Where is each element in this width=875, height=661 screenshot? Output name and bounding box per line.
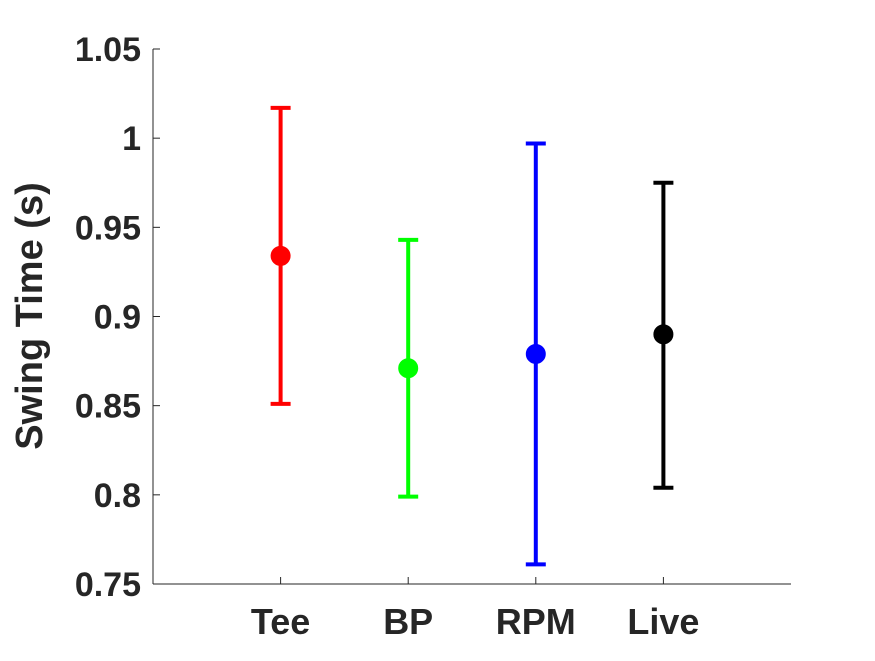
- x-tick-label: RPM: [496, 601, 576, 642]
- y-tick-label: 0.8: [94, 477, 141, 515]
- axes: 0.75 0.8 0.85 0.9 0.95 1 1.05 Tee BP RPM Live: [75, 31, 791, 642]
- x-tick-label: BP: [383, 601, 433, 642]
- x-tick-label: Tee: [251, 601, 310, 642]
- y-tick-label: 0.85: [75, 388, 141, 426]
- mean-point: [398, 358, 419, 379]
- data-marks: [270, 105, 674, 567]
- axis-labels: Swing Time (s): [9, 182, 51, 449]
- y-axis-label: Swing Time (s): [9, 182, 51, 449]
- error-bar-rpm: [525, 141, 546, 567]
- y-tick-label: 0.75: [75, 566, 141, 604]
- mean-point: [270, 245, 291, 266]
- y-tick-label: 1: [122, 120, 141, 158]
- y-tick-label: 1.05: [75, 31, 141, 69]
- error-bar-bp: [398, 237, 419, 499]
- y-tick-label: 0.95: [75, 209, 141, 247]
- mean-point: [525, 343, 546, 364]
- error-bar-tee: [270, 105, 291, 406]
- error-bar-live: [653, 180, 674, 490]
- mean-point: [653, 324, 674, 345]
- y-tick-label: 0.9: [94, 299, 141, 337]
- x-tick-label: Live: [627, 601, 699, 642]
